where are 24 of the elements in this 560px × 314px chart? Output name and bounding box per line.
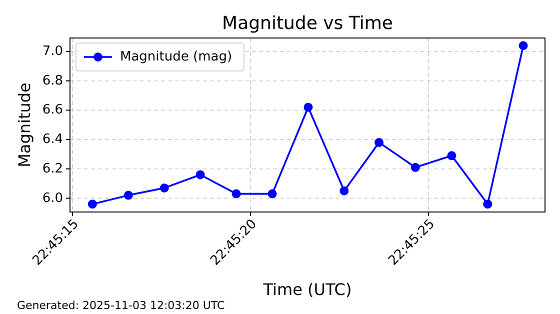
point [374, 138, 384, 147]
point [196, 170, 205, 180]
text: Generated: 2025-11-03 12:03:20 UTC [17, 299, 226, 312]
y-tick-label: 7.0 [42, 44, 63, 60]
point [518, 41, 528, 50]
point [447, 151, 456, 160]
legend-label: Magnitude (mag) [120, 50, 232, 65]
point [124, 190, 133, 200]
y-tick-label: 6.8 [42, 73, 63, 88]
point [410, 162, 420, 172]
point [340, 186, 349, 196]
chart-title: Magnitude vs Time [222, 13, 393, 34]
point [88, 200, 97, 209]
y-tick-label: 6.2 [42, 161, 63, 176]
point [232, 189, 241, 198]
y-tick-label: 6.4 [42, 132, 63, 148]
point [304, 102, 313, 112]
x-axis-title: Time (UTC) [262, 280, 352, 299]
point [268, 189, 277, 198]
y-tick-label: 6.0 [42, 190, 63, 206]
y-axis-title: Magnitude [15, 82, 34, 168]
point [160, 183, 169, 192]
y-tick-label: 6.6 [42, 102, 63, 118]
point [483, 200, 492, 209]
